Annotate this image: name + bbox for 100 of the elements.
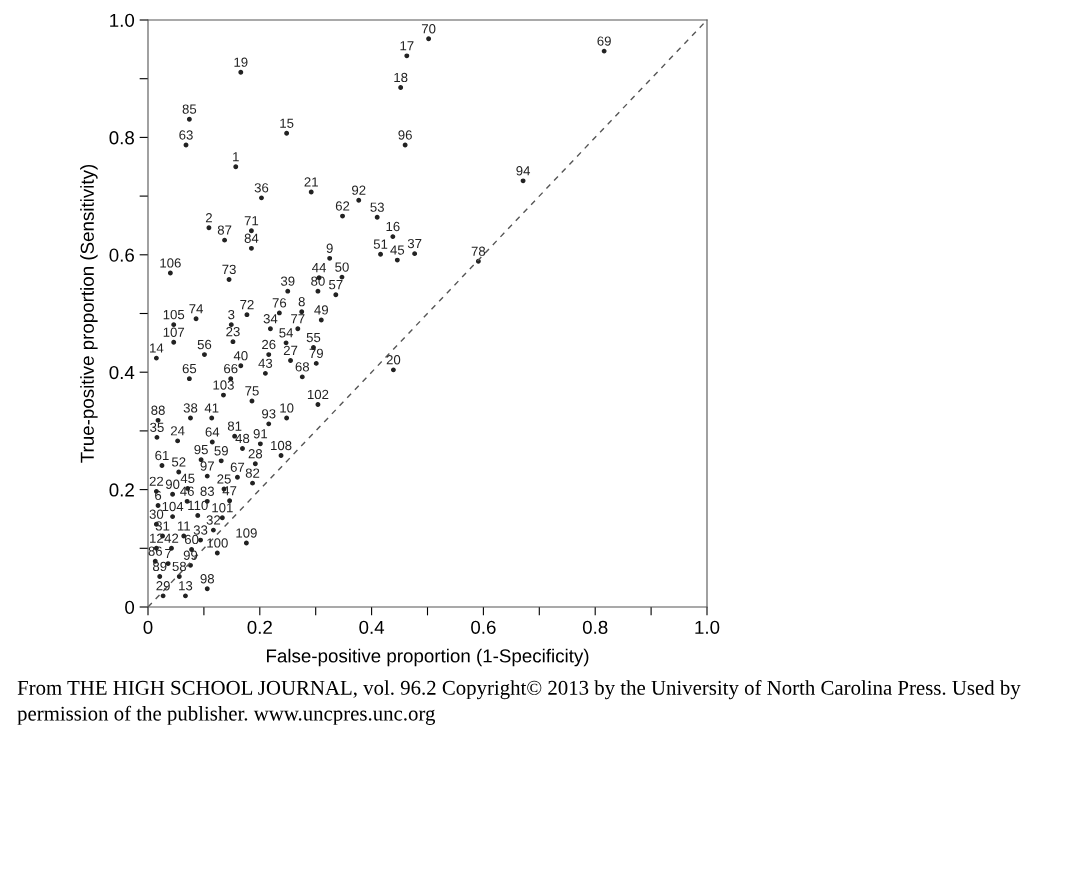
annotation: 33 [193,525,208,535]
annotation: 31 [155,521,170,531]
annotation: 67 [230,462,245,472]
annotation: 22 [149,476,164,486]
annotation: 27 [283,345,298,355]
y-axis-title: True-positive proportion (Sensitivity) [80,164,98,463]
annotation: 52 [171,457,186,467]
annotation: 101 [212,503,233,513]
annotation: 25 [217,474,231,484]
x-tick-label: 0.8 [582,620,608,634]
annotation: 15 [280,118,294,128]
annotation: 40 [233,351,248,361]
annotation: 13 [179,581,193,591]
annotation: 102 [307,389,329,400]
annotation: 34 [263,314,278,324]
y-tick-label: 0.8 [109,131,134,145]
annotation: 9 [326,243,333,253]
annotation: 88 [151,405,165,415]
x-tick-label: 0.2 [247,620,272,634]
annotation: 17 [400,41,414,51]
annotation: 61 [155,450,169,461]
annotation: 45 [390,245,405,255]
annotation: 56 [197,339,212,350]
x-tick-label: 0.6 [471,620,496,634]
y-tick-label: 0.2 [109,483,134,497]
annotation: 30 [149,509,164,519]
annotation: 77 [291,314,305,324]
annotation: 44 [312,263,327,273]
annotation: 19 [234,57,248,67]
annotation: 18 [394,72,408,83]
annotation: 94 [516,166,531,176]
y-tick-label: 1.0 [110,13,135,27]
annotation: 96 [398,130,412,140]
annotation: 81 [227,421,242,431]
annotation: 1 [233,152,239,162]
annotation: 35 [150,422,164,432]
annotation: 87 [217,225,232,235]
annotation: 50 [335,262,349,272]
annotation: 72 [240,299,254,310]
x-axis-title: False-positive proportion (1-Specificity) [267,648,589,667]
annotation: 36 [254,183,269,193]
annotation: 64 [205,427,220,437]
y-tick-label: 0.4 [109,365,135,380]
annotation: 29 [156,581,170,591]
annotation: 69 [597,36,611,46]
annotation: 70 [421,24,436,34]
annotation: 45 [180,473,195,484]
annotation: 48 [235,433,250,444]
annotation: 37 [407,238,422,249]
annotation: 95 [194,444,208,455]
annotation: 91 [253,429,268,439]
annotation: 59 [214,446,228,456]
annotation: 78 [471,246,486,256]
annotation: 23 [226,326,240,337]
annotation: 98 [200,574,215,584]
annotation: 99 [183,550,198,560]
annotation: 85 [182,104,197,114]
annotation: 16 [386,221,400,232]
annotation: 24 [170,426,185,436]
annotation: 92 [352,185,366,195]
annotation: 82 [245,468,260,478]
annotation: 71 [244,216,259,226]
annotation: 28 [248,449,263,459]
annotation: 8 [298,297,305,307]
annotation: 53 [370,202,384,212]
annotation: 51 [373,239,388,249]
annotation: 42 [164,533,179,543]
annotation: 26 [262,339,276,350]
annotation: 41 [204,403,219,413]
annotation: 2 [205,213,212,223]
annotation: 58 [172,561,187,572]
annotation: 65 [182,363,197,374]
x-tick-label: 1.0 [695,620,720,634]
annotation: 108 [271,440,292,451]
text: From THE HIGH SCHOOL JOURNAL, vol. 96.2 Copyright© 2013 by the University of North Carolina Press. Used by permission of the publisher. www.uncpres.unc.org [17,680,1021,725]
annotation: 39 [280,276,295,286]
annotation: 107 [163,327,185,337]
annotation: 49 [314,305,328,315]
annotation: 3 [228,309,235,320]
annotation: 10 [280,403,294,413]
annotation: 103 [213,380,234,390]
annotation: 62 [335,201,350,211]
annotation: 97 [200,461,214,471]
annotation: 73 [222,264,236,275]
x-tick-label: 0.4 [359,620,385,634]
annotation: 79 [309,348,323,359]
annotation: 11 [177,521,190,531]
annotation: 63 [179,130,193,140]
annotation: 66 [224,363,238,374]
annotation: 74 [189,304,204,314]
annotation: 109 [236,528,257,538]
annotation: 105 [163,309,185,320]
annotation: 75 [245,386,259,396]
annotation: 106 [160,258,181,268]
y-tick-label: 0.6 [109,248,134,262]
annotation: 104 [162,501,184,512]
annotation: 14 [150,343,164,353]
annotation: 90 [165,479,180,489]
annotation: 43 [258,358,273,368]
annotation: 38 [183,403,198,413]
